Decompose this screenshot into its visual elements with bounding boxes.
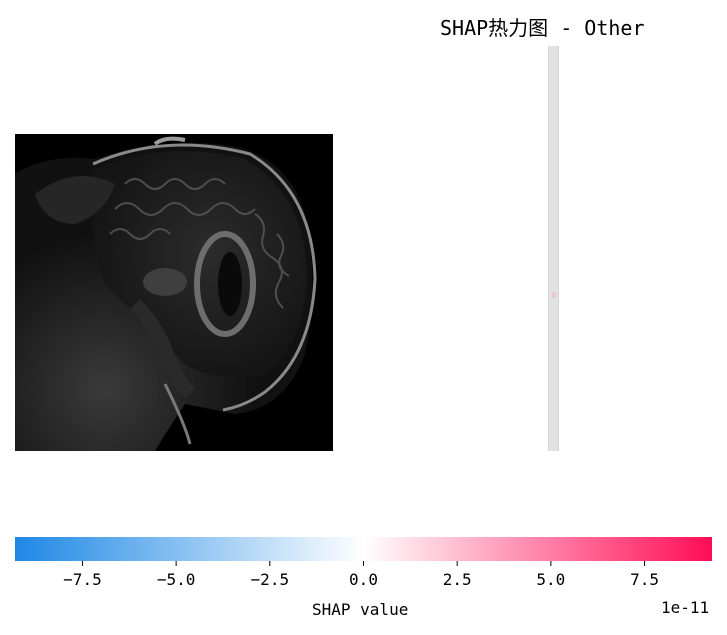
colorbar-tick-label: 0.0 [349, 570, 378, 589]
colorbar-ticks: −7.5 −5.0 −2.5 0.0 2.5 5.0 7.5 [63, 561, 659, 589]
colorbar-offset-text: 1e-11 [661, 598, 710, 617]
colorbar-tick-label: −7.5 [63, 570, 102, 589]
colorbar-tick-label: −5.0 [157, 570, 196, 589]
chart-title: SHAP热力图 - Other [440, 16, 645, 40]
colorbar-label: SHAP value [312, 600, 409, 619]
colorbar-tick-label: 7.5 [630, 570, 659, 589]
shap-overlay-highlight [552, 292, 556, 298]
shap-colorbar: −7.5 −5.0 −2.5 0.0 2.5 5.0 7.5 [15, 537, 712, 589]
colorbar-gradient [15, 537, 712, 561]
colorbar-tick-label: 2.5 [443, 570, 472, 589]
mri-image [15, 134, 333, 451]
colorbar-tick-label: −2.5 [251, 570, 290, 589]
colorbar-tick-label: 5.0 [536, 570, 565, 589]
shap-overlay-strip [548, 46, 559, 451]
mri-brain-scan [15, 134, 333, 451]
